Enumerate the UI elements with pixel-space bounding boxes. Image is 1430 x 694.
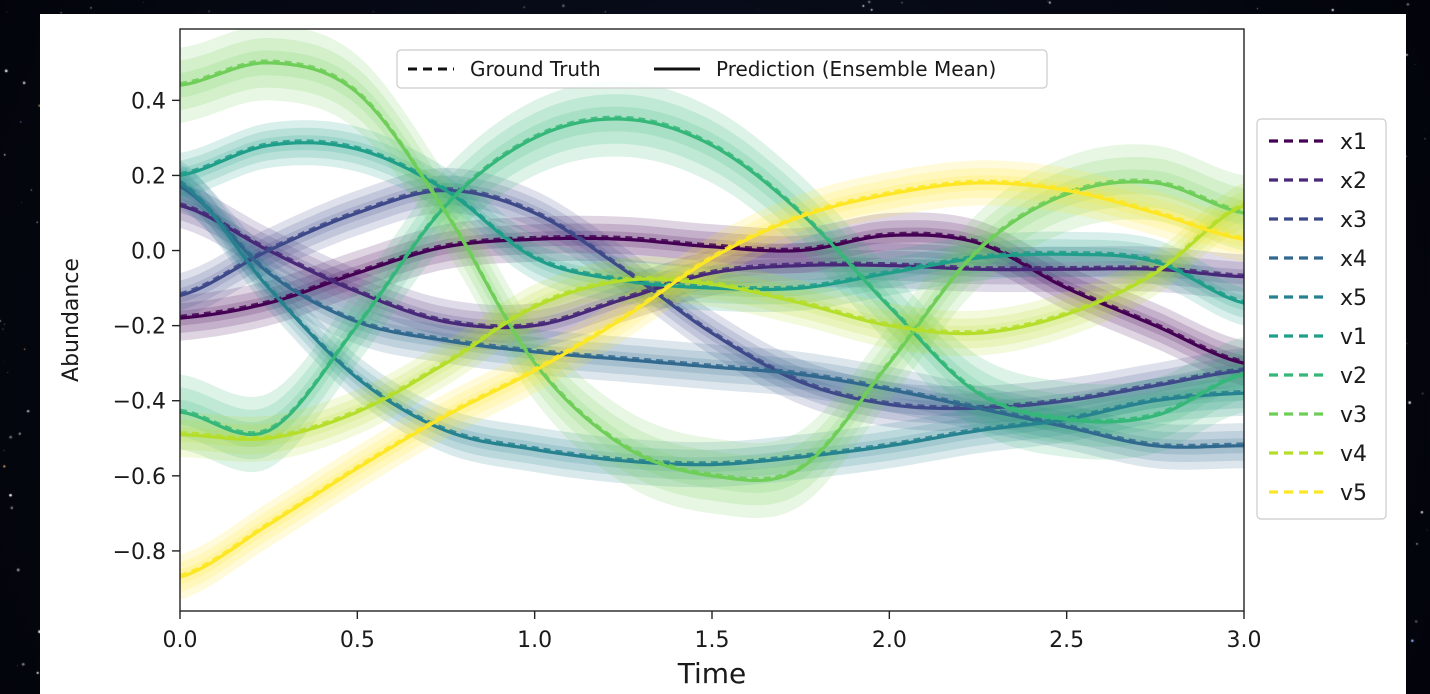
legend-label-x2: x2 <box>1340 169 1367 194</box>
ground-truth-line-x1 <box>180 231 1244 362</box>
legend-label-v5: v5 <box>1340 481 1367 506</box>
ground-truth-line-x2 <box>180 202 1244 327</box>
band-v3-1 <box>180 29 1244 519</box>
band-x2-2 <box>180 190 1244 343</box>
prediction-line-v2 <box>180 117 1244 437</box>
y-tick-label: −0.2 <box>113 315 166 340</box>
band-v3-2 <box>180 38 1244 506</box>
legend-label-x4: x4 <box>1340 247 1367 272</box>
ground-truth-line-x5 <box>180 179 1244 464</box>
prediction-line-v1 <box>180 141 1244 305</box>
axis-ticks: 0.0 0.5 1.0 1.5 2.0 2.5 3.0 −0.8 −0.6 −0.4 −0.2 0.0… <box>113 89 1262 653</box>
prediction-line-x2 <box>180 203 1244 330</box>
band-v4-2 <box>180 190 1244 455</box>
band-v2-2 <box>180 94 1244 460</box>
band-x4-2 <box>180 171 1244 463</box>
band-x3-3 <box>180 183 1244 416</box>
x-tick-label: 1.0 <box>517 628 552 653</box>
band-v2-1 <box>180 81 1244 473</box>
legend-label-v2: v2 <box>1340 364 1367 389</box>
style-legend: Ground Truth Prediction (Ensemble Mean) <box>396 49 1048 89</box>
band-x1-2 <box>180 220 1244 378</box>
legend-label-v4: v4 <box>1340 442 1367 467</box>
ground-truth-line-v5 <box>180 179 1244 577</box>
x-axis-label: Time <box>677 657 747 690</box>
legend-label-x5: x5 <box>1340 286 1367 311</box>
band-v1-1 <box>180 120 1244 326</box>
style-legend-box <box>396 49 1048 89</box>
y-tick-label: 0.0 <box>131 240 166 265</box>
prediction-line-x1 <box>180 233 1244 365</box>
legend-label-v3: v3 <box>1340 403 1367 428</box>
ground-truth-line-x3 <box>180 187 1244 408</box>
legend-label-v1: v1 <box>1340 325 1367 350</box>
series-legend: x1 x2 x3 x4 x5 v1 v2 v3 v4 v5 <box>1256 118 1387 520</box>
x-tick-label: 0.5 <box>340 628 375 653</box>
style-legend-label: Prediction (Ensemble Mean) <box>716 57 996 81</box>
legend-label-x3: x3 <box>1340 208 1367 233</box>
x-tick-label: 3.0 <box>1227 628 1262 653</box>
band-x2-1 <box>180 182 1244 351</box>
prediction-line-x3 <box>180 188 1244 411</box>
y-tick-label: −0.4 <box>113 390 166 415</box>
y-axis-label: Abundance <box>59 258 84 382</box>
series-lines <box>180 59 1244 579</box>
ground-truth-line-v1 <box>180 139 1244 302</box>
band-x2-3 <box>180 198 1244 335</box>
x-tick-label: 2.5 <box>1049 628 1084 653</box>
band-v5-2 <box>180 168 1244 593</box>
legend-label-x1: x1 <box>1340 130 1367 155</box>
line-chart: 0.0 0.5 1.0 1.5 2.0 2.5 3.0 −0.8 −0.6 −0.4 −0.2 0.0… <box>59 28 1387 690</box>
x-tick-label: 2.0 <box>872 628 907 653</box>
x-tick-label: 0.0 <box>163 628 198 653</box>
x-tick-label: 1.5 <box>695 628 730 653</box>
ground-truth-line-v4 <box>180 202 1244 439</box>
prediction-line-v5 <box>180 181 1244 579</box>
y-tick-label: 0.4 <box>131 89 166 114</box>
prediction-line-v4 <box>180 204 1244 442</box>
ground-truth-line-v2 <box>180 115 1244 434</box>
prediction-line-v3 <box>180 61 1244 483</box>
band-x3-2 <box>180 175 1244 424</box>
y-tick-label: −0.8 <box>113 540 166 565</box>
figure-panel: 0.0 0.5 1.0 1.5 2.0 2.5 3.0 −0.8 −0.6 −0.4 −0.2 0.0… <box>40 14 1406 694</box>
style-legend-label: Ground Truth <box>470 57 601 81</box>
y-tick-label: −0.6 <box>113 465 166 490</box>
band-v4-3 <box>180 198 1244 447</box>
y-tick-label: 0.2 <box>131 164 166 189</box>
